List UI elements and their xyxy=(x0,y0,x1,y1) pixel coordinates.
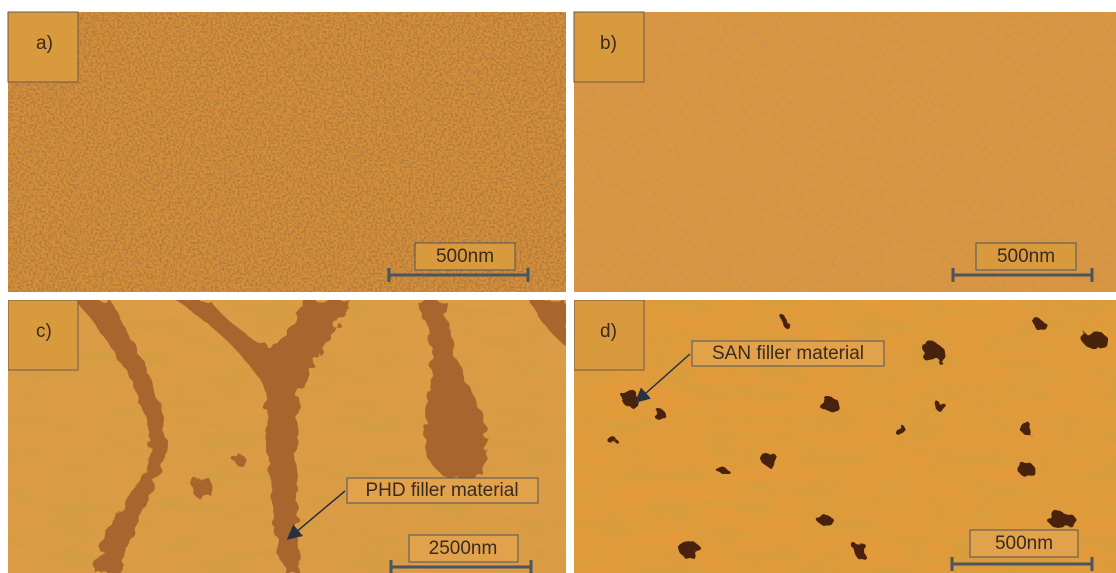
panel-a: a) 500nm xyxy=(8,12,566,292)
figure: a) 500nm b) 500nm c) PHD filler material xyxy=(0,0,1116,573)
panel-label: c) xyxy=(36,321,52,342)
scale-label: 500nm xyxy=(995,533,1053,554)
panel-label: d) xyxy=(600,321,617,342)
scale-label: 500nm xyxy=(997,246,1055,267)
panel-c: c) PHD filler material 2500nm xyxy=(8,300,566,573)
panel-b: b) 500nm xyxy=(574,12,1116,292)
panel-d: d) SAN filler material 500nm xyxy=(574,300,1116,573)
panel-label: a) xyxy=(36,33,53,54)
annotation: SAN filler material xyxy=(712,343,864,364)
scale-label: 500nm xyxy=(436,246,494,267)
annotation: PHD filler material xyxy=(365,480,518,501)
scale-label: 2500nm xyxy=(429,538,498,559)
panel-label: b) xyxy=(600,33,617,54)
